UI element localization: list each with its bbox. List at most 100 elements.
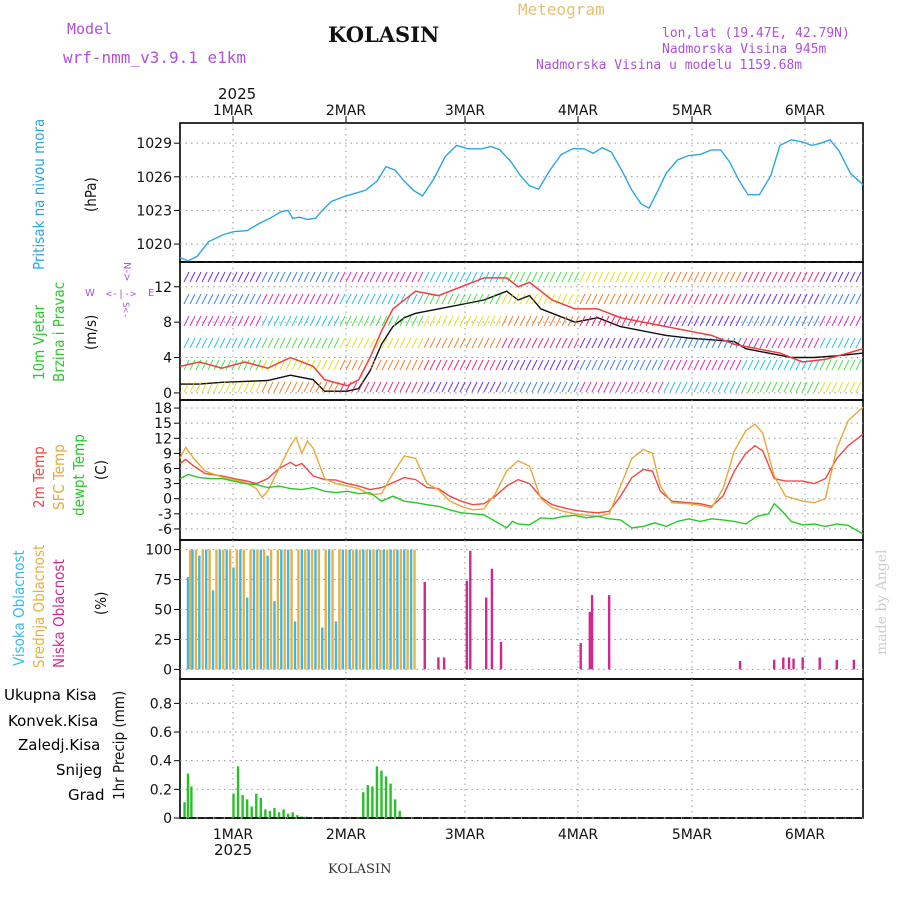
wind-barb: [573, 271, 580, 283]
wind-barb: [801, 337, 808, 349]
bar-srednja-oblacnost: [317, 549, 321, 670]
bar-ukupna-kisa: [259, 797, 263, 818]
wind-series-gust: [179, 277, 864, 387]
bar-visoka-oblacnost: [314, 549, 317, 670]
wind-barb: [675, 271, 682, 283]
wind-barb: [819, 337, 826, 349]
wind-barb: [495, 315, 502, 327]
wind-barb: [591, 293, 598, 305]
wind-barb: [705, 315, 712, 327]
wind-barb: [393, 315, 400, 327]
wind-barb: [561, 381, 568, 393]
wind-barb: [705, 271, 712, 283]
wind-barb: [645, 337, 652, 349]
wind-barb: [717, 381, 724, 393]
day-label-bottom: 6MAR: [785, 827, 826, 843]
bar-ukupna-kisa: [183, 802, 186, 818]
wind-barb: [387, 381, 394, 393]
wind-barb: [555, 359, 562, 371]
wind-barb: [531, 293, 538, 305]
wind-barb: [291, 293, 298, 305]
wind-barb: [711, 315, 718, 327]
wind-barb: [723, 381, 730, 393]
wind-barb: [273, 293, 280, 305]
wind-barb: [801, 315, 808, 327]
ytick-label: 0.4: [150, 754, 172, 770]
wind-barb: [735, 381, 742, 393]
wind-barb: [675, 381, 682, 393]
wind-barb: [459, 293, 466, 305]
wind-barb: [513, 315, 520, 327]
wind-barb: [471, 315, 478, 327]
model-name: wrf-nmm_v3.9.1 e1km: [63, 48, 247, 67]
wind-barb: [405, 315, 412, 327]
wind-barb: [261, 337, 268, 349]
wind-barb: [609, 381, 616, 393]
wind-barb: [273, 315, 280, 327]
wind-barb: [279, 381, 286, 393]
wind-barb: [663, 315, 670, 327]
wind-barb: [489, 315, 496, 327]
wind-barb: [291, 359, 298, 371]
bar-visoka-oblacnost: [293, 621, 297, 670]
wind-barb: [435, 359, 442, 371]
bar-srednja-oblacnost: [249, 549, 252, 670]
bar-ukupna-kisa: [268, 810, 272, 818]
wind-barb: [759, 359, 766, 371]
bar-ukupna-kisa: [393, 799, 397, 818]
wind-barb: [441, 315, 448, 327]
bar-srednja-oblacnost: [208, 549, 211, 670]
wind-barb: [459, 337, 466, 349]
wind-barb: [531, 337, 538, 349]
wind-barb: [801, 271, 808, 283]
wind-barb: [789, 381, 796, 393]
wind-barb: [255, 337, 262, 349]
wind-barb: [405, 359, 412, 371]
wind-barb: [405, 271, 412, 283]
wind-barb: [495, 337, 502, 349]
wind-barb: [357, 271, 364, 283]
ytick-label: 9: [163, 446, 172, 462]
wind-barb: [843, 271, 850, 283]
bar-niska-oblacnost: [590, 595, 594, 670]
wind-barb: [243, 315, 250, 327]
wind-barb: [315, 359, 322, 371]
ytick-label: 0: [163, 386, 172, 402]
wind-barb: [807, 293, 814, 305]
wind-barb: [777, 337, 784, 349]
wind-barb: [603, 293, 610, 305]
wind-barb: [207, 271, 214, 283]
wind-barb: [747, 293, 754, 305]
wind-barb: [435, 315, 442, 327]
model-elevation-label: Nadmorska Visina u modelu 1159.68m: [536, 58, 803, 73]
wind-barb: [681, 381, 688, 393]
wind-barb: [321, 337, 328, 349]
wind-barb: [603, 337, 610, 349]
wind-barb: [639, 337, 646, 349]
wind-barb: [477, 293, 484, 305]
wind-barb: [213, 271, 220, 283]
wind-barb: [705, 381, 712, 393]
wind-barb: [525, 359, 532, 371]
wind-barb: [471, 381, 478, 393]
wind-barb: [501, 381, 508, 393]
wind-barb: [615, 359, 622, 371]
wind-barb: [579, 337, 586, 349]
wind-barb: [597, 293, 604, 305]
bar-visoka-oblacnost: [321, 627, 324, 670]
bar-srednja-oblacnost: [228, 549, 232, 670]
bar-srednja-oblacnost: [283, 549, 286, 670]
wind-barb: [825, 315, 832, 327]
wind-barb: [627, 381, 634, 393]
bar-visoka-oblacnost: [266, 555, 269, 670]
wind-barb: [447, 271, 454, 283]
wind-barb: [513, 271, 520, 283]
wind-barb: [465, 337, 472, 349]
wind-barb: [291, 381, 298, 393]
bar-ukupna-kisa: [190, 786, 193, 818]
wind-barb: [549, 293, 556, 305]
wind-barb: [555, 381, 562, 393]
wind-barb: [549, 315, 556, 327]
year-label-top: 2025: [218, 85, 256, 103]
compass-west: W: [85, 288, 95, 299]
